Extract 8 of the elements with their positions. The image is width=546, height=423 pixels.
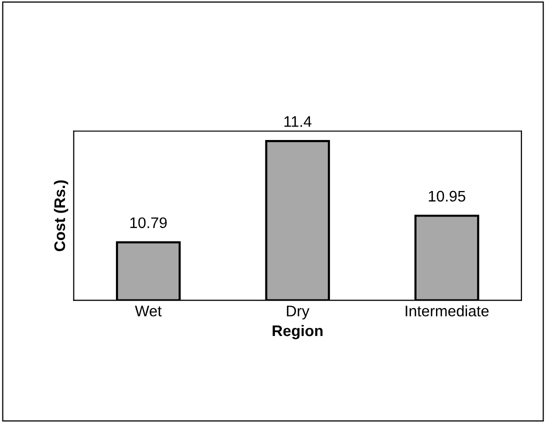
data-label: 10.79 [130,217,167,228]
x-tick-label: Wet [134,306,162,316]
data-label: 10.95 [428,190,466,202]
x-tick-label: Intermediate [406,305,489,316]
y-axis-title: Cost (Rs.) [54,180,68,252]
x-tick-label: Dry [286,306,310,320]
data-label: 11.4 [284,116,312,127]
x-axis-title: Region [272,324,323,340]
